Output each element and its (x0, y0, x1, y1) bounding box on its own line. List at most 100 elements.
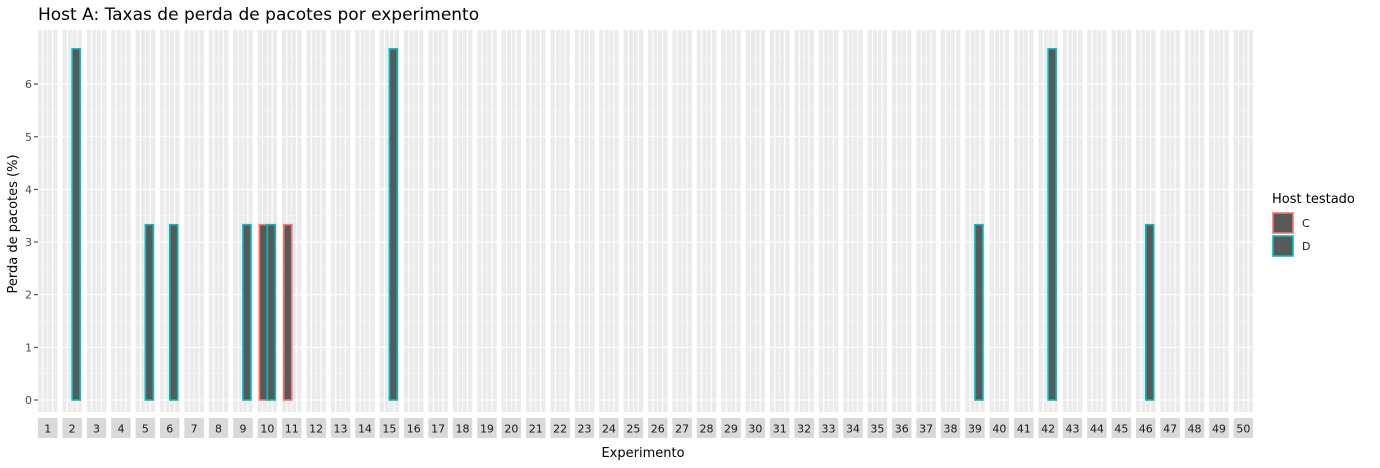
bar-D-42 (1047, 48, 1057, 401)
facet-strip (526, 418, 546, 438)
facet-panel: 26 (648, 30, 668, 438)
y-tick-label: 1 (25, 341, 32, 354)
facet-strip-label: 31 (773, 423, 787, 436)
facet-strip-label: 20 (504, 423, 518, 436)
facet-strip (233, 418, 253, 438)
facet-strip-label: 42 (1041, 423, 1055, 436)
facet-strip (1160, 418, 1180, 438)
facet-strip-label: 41 (1017, 423, 1031, 436)
facet-strip (648, 418, 668, 438)
facet-strip (282, 418, 302, 438)
facet-panel: 4 (111, 30, 131, 438)
facet-strip-label: 11 (285, 423, 299, 436)
facet-panel: 33 (818, 30, 839, 438)
facet-panel: 8 (208, 30, 229, 438)
facet-strip (379, 418, 400, 438)
facet-strip-label: 13 (334, 423, 348, 436)
facet-strip (330, 418, 351, 438)
facet-panel: 30 (745, 30, 766, 438)
bar-D-15 (388, 48, 399, 401)
facet-strip (208, 418, 229, 438)
facet-panel: 10 (257, 30, 278, 438)
y-tick-label: 4 (25, 183, 32, 196)
facet-strip-label: 40 (992, 423, 1006, 436)
facet-strip-label: 46 (1139, 423, 1153, 436)
facet-panel: 16 (404, 30, 424, 438)
facet-strip (965, 418, 985, 438)
facet-panel: 6 (160, 30, 180, 438)
facet-strip (428, 418, 448, 438)
facet-panel: 32 (794, 30, 814, 438)
facet-strip (696, 418, 717, 438)
y-axis-title: Perda de pacotes (%) (6, 154, 21, 293)
facet-panel: 5 (135, 30, 156, 438)
facet-strip-label: 14 (358, 423, 372, 436)
legend-label-D: D (1302, 240, 1310, 253)
y-tick-label: 6 (25, 78, 32, 91)
bar-D-10 (266, 223, 277, 401)
facet-strip-label: 26 (651, 423, 665, 436)
facet-strip (623, 418, 644, 438)
facet-strip (672, 418, 692, 438)
facet-strip (355, 418, 375, 438)
facet-strip (1209, 418, 1229, 438)
facet-strip-label: 18 (456, 423, 470, 436)
facet-panel: 13 (330, 30, 351, 438)
facet-strip-label: 6 (166, 423, 173, 436)
facet-strip (843, 418, 863, 438)
facet-panel: 39 (965, 30, 985, 438)
facet-strip (1087, 418, 1107, 438)
facet-panel: 1 (38, 30, 58, 438)
facet-strip (306, 418, 326, 438)
facet-strip (257, 418, 278, 438)
facet-panel: 49 (1209, 30, 1229, 438)
facet-panel: 25 (623, 30, 644, 438)
facet-strip-label: 34 (846, 423, 860, 436)
facet-panel: 12 (306, 30, 326, 438)
facet-panel: 48 (1184, 30, 1205, 438)
facet-panel: 35 (867, 30, 888, 438)
facet-strip (38, 418, 58, 438)
facet-panel: 21 (526, 30, 546, 438)
facet-strip-label: 24 (602, 423, 616, 436)
facet-panel: 40 (989, 30, 1010, 438)
facet-strip-label: 47 (1163, 423, 1177, 436)
facet-strip-label: 49 (1212, 423, 1226, 436)
facet-strip (794, 418, 814, 438)
facet-panel: 9 (233, 30, 253, 438)
facet-strip-label: 8 (215, 423, 222, 436)
facet-panel: 19 (477, 30, 497, 438)
facet-strip-label: 2 (69, 423, 76, 436)
facet-strip (916, 418, 936, 438)
facet-strip (1111, 418, 1132, 438)
facet-panel: 2 (62, 30, 82, 438)
facet-strip-label: 39 (968, 423, 982, 436)
facet-strip-label: 10 (260, 423, 274, 436)
bar-D-6 (168, 223, 179, 401)
facet-strip (721, 418, 741, 438)
facet-panel: 34 (843, 30, 863, 438)
facet-strip-label: 21 (529, 423, 543, 436)
bar-D-2 (71, 48, 81, 401)
facet-strip-label: 3 (93, 423, 100, 436)
facet-strip-label: 7 (191, 423, 198, 436)
facet-strip-label: 37 (919, 423, 933, 436)
facet-strip-label: 48 (1188, 423, 1202, 436)
bar-D-9 (242, 223, 252, 401)
y-tick-label: 0 (25, 394, 32, 407)
facet-strip-label: 33 (822, 423, 836, 436)
facet-strip-label: 30 (748, 423, 762, 436)
facet-strip (1233, 418, 1254, 438)
facet-panel: 45 (1111, 30, 1132, 438)
facet-panel: 44 (1087, 30, 1107, 438)
facet-strip (574, 418, 595, 438)
facet-strip (111, 418, 131, 438)
facet-strip (1184, 418, 1205, 438)
facet-strip-label: 1 (44, 423, 51, 436)
bar-C-10 (258, 223, 269, 401)
facet-panel: 3 (86, 30, 107, 438)
facet-strip (1038, 418, 1058, 438)
facet-strip (404, 418, 424, 438)
facet-panels: 1 2 3 4 5 6 7 8 9 10 11 12 13 14 15 16 17 18 19 20 21 22 23 24 2… (38, 30, 1254, 438)
